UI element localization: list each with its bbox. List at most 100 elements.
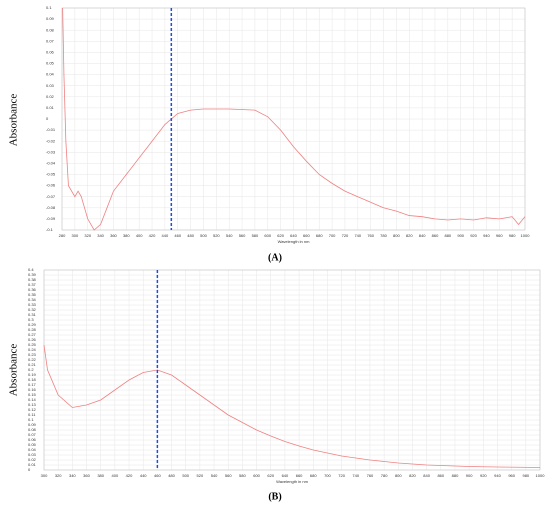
- x-tick-label: 1000: [521, 233, 531, 238]
- x-tick-label: 820: [406, 233, 413, 238]
- x-tick-label: 880: [444, 233, 451, 238]
- x-tick-label: 880: [452, 473, 459, 478]
- y-tick-label: 0.11: [28, 412, 36, 417]
- x-tick-label: 980: [509, 233, 516, 238]
- x-tick-label: 860: [437, 473, 444, 478]
- y-tick-label: -0.1: [46, 227, 54, 232]
- x-tick-label: 560: [239, 233, 246, 238]
- y-tick-label: 0.22: [28, 357, 37, 362]
- x-tick-label: 480: [168, 473, 175, 478]
- y-tick-label: 0.23: [28, 352, 37, 357]
- x-tick-label: 600: [264, 233, 271, 238]
- y-tick-label: 0.03: [46, 83, 55, 88]
- y-tick-label: 0.15: [28, 392, 37, 397]
- y-tick-label: 0.38: [28, 277, 37, 282]
- x-tick-label: 820: [409, 473, 416, 478]
- y-tick-label: 0: [46, 116, 49, 121]
- y-tick-label: 0.06: [28, 437, 37, 442]
- x-tick-label: 340: [97, 233, 104, 238]
- y-tick-label: 0.29: [28, 322, 37, 327]
- x-tick-label: 440: [162, 233, 169, 238]
- x-tick-label: 640: [290, 233, 297, 238]
- plot-frame: [61, 7, 526, 231]
- x-tick-label: 460: [174, 233, 181, 238]
- y-tick-label: 0.39: [28, 272, 37, 277]
- y-tick-label: 0.32: [28, 307, 37, 312]
- y-tick-label: 0.06: [46, 49, 55, 54]
- x-tick-label: 840: [419, 233, 426, 238]
- x-tick-label: 700: [329, 233, 336, 238]
- x-tick-label: 920: [480, 473, 487, 478]
- x-tick-label: 280: [59, 233, 66, 238]
- y-tick-label: 0.3: [28, 317, 34, 322]
- y-tick-label: 0: [28, 467, 31, 472]
- y-tick-label: 0.26: [28, 337, 37, 342]
- x-tick-label: 540: [226, 233, 233, 238]
- x-tick-label: 640: [282, 473, 289, 478]
- y-axis-title: Absorbance: [8, 344, 20, 397]
- y-tick-label: 0.4: [28, 267, 34, 272]
- x-tick-label: 740: [352, 473, 359, 478]
- x-axis-title: Wavelength in nm: [278, 239, 311, 244]
- x-tick-label: 760: [367, 473, 374, 478]
- data-line: [43, 344, 541, 468]
- y-tick-label: 0.27: [28, 332, 37, 337]
- y-tick-label: 0.31: [28, 312, 37, 317]
- x-tick-label: 840: [423, 473, 430, 478]
- y-tick-label: 0.07: [46, 38, 55, 43]
- y-tick-label: 0.12: [28, 407, 37, 412]
- x-tick-label: 480: [187, 233, 194, 238]
- y-tick-label: 0.36: [28, 287, 37, 292]
- x-tick-label: 320: [84, 233, 91, 238]
- y-tick-label: 0.07: [28, 432, 37, 437]
- x-tick-label: 520: [197, 473, 204, 478]
- x-tick-label: 360: [83, 473, 90, 478]
- x-tick-label: 680: [310, 473, 317, 478]
- x-tick-label: 400: [136, 233, 143, 238]
- x-tick-label: 660: [303, 233, 310, 238]
- y-tick-label: 0.09: [28, 422, 37, 427]
- x-tick-label: 760: [367, 233, 374, 238]
- caption: (A): [268, 252, 282, 263]
- y-tick-label: 0.05: [46, 61, 55, 66]
- y-tick-label: 0.03: [28, 452, 37, 457]
- x-tick-label: 960: [496, 233, 503, 238]
- x-tick-label: 500: [200, 233, 207, 238]
- x-tick-label: 320: [55, 473, 62, 478]
- x-tick-label: 360: [110, 233, 117, 238]
- y-tick-label: 0.08: [28, 427, 37, 432]
- x-tick-label: 600: [253, 473, 260, 478]
- x-tick-label: 380: [97, 473, 104, 478]
- y-tick-label: 0.01: [46, 105, 55, 110]
- y-tick-label: 0.02: [28, 457, 37, 462]
- y-tick-label: 0.33: [28, 302, 37, 307]
- y-tick-label: 0.04: [46, 72, 55, 77]
- data-line: [62, 7, 526, 231]
- x-tick-label: 420: [149, 233, 156, 238]
- x-tick-label: 800: [393, 233, 400, 238]
- y-tick-label: -0.05: [46, 172, 56, 177]
- y-tick-label: 0.17: [28, 382, 37, 387]
- x-tick-label: 860: [432, 233, 439, 238]
- x-tick-label: 500: [182, 473, 189, 478]
- y-tick-label: 0.18: [28, 377, 37, 382]
- x-tick-label: 340: [69, 473, 76, 478]
- x-tick-label: 1000: [536, 473, 546, 478]
- x-tick-label: 900: [466, 473, 473, 478]
- x-tick-label: 400: [112, 473, 119, 478]
- y-tick-label: 0.08: [46, 27, 55, 32]
- y-tick-label: -0.07: [46, 194, 56, 199]
- x-tick-label: 460: [154, 473, 161, 478]
- x-tick-label: 660: [296, 473, 303, 478]
- y-tick-label: 0.1: [28, 417, 34, 422]
- x-tick-label: 560: [225, 473, 232, 478]
- x-tick-label: 980: [522, 473, 529, 478]
- y-tick-label: 0.04: [28, 447, 37, 452]
- y-tick-label: 0.13: [28, 402, 37, 407]
- y-tick-label: 0.21: [28, 362, 37, 367]
- x-tick-label: 540: [211, 473, 218, 478]
- x-tick-label: 380: [123, 233, 130, 238]
- x-tick-label: 800: [395, 473, 402, 478]
- x-tick-label: 620: [277, 233, 284, 238]
